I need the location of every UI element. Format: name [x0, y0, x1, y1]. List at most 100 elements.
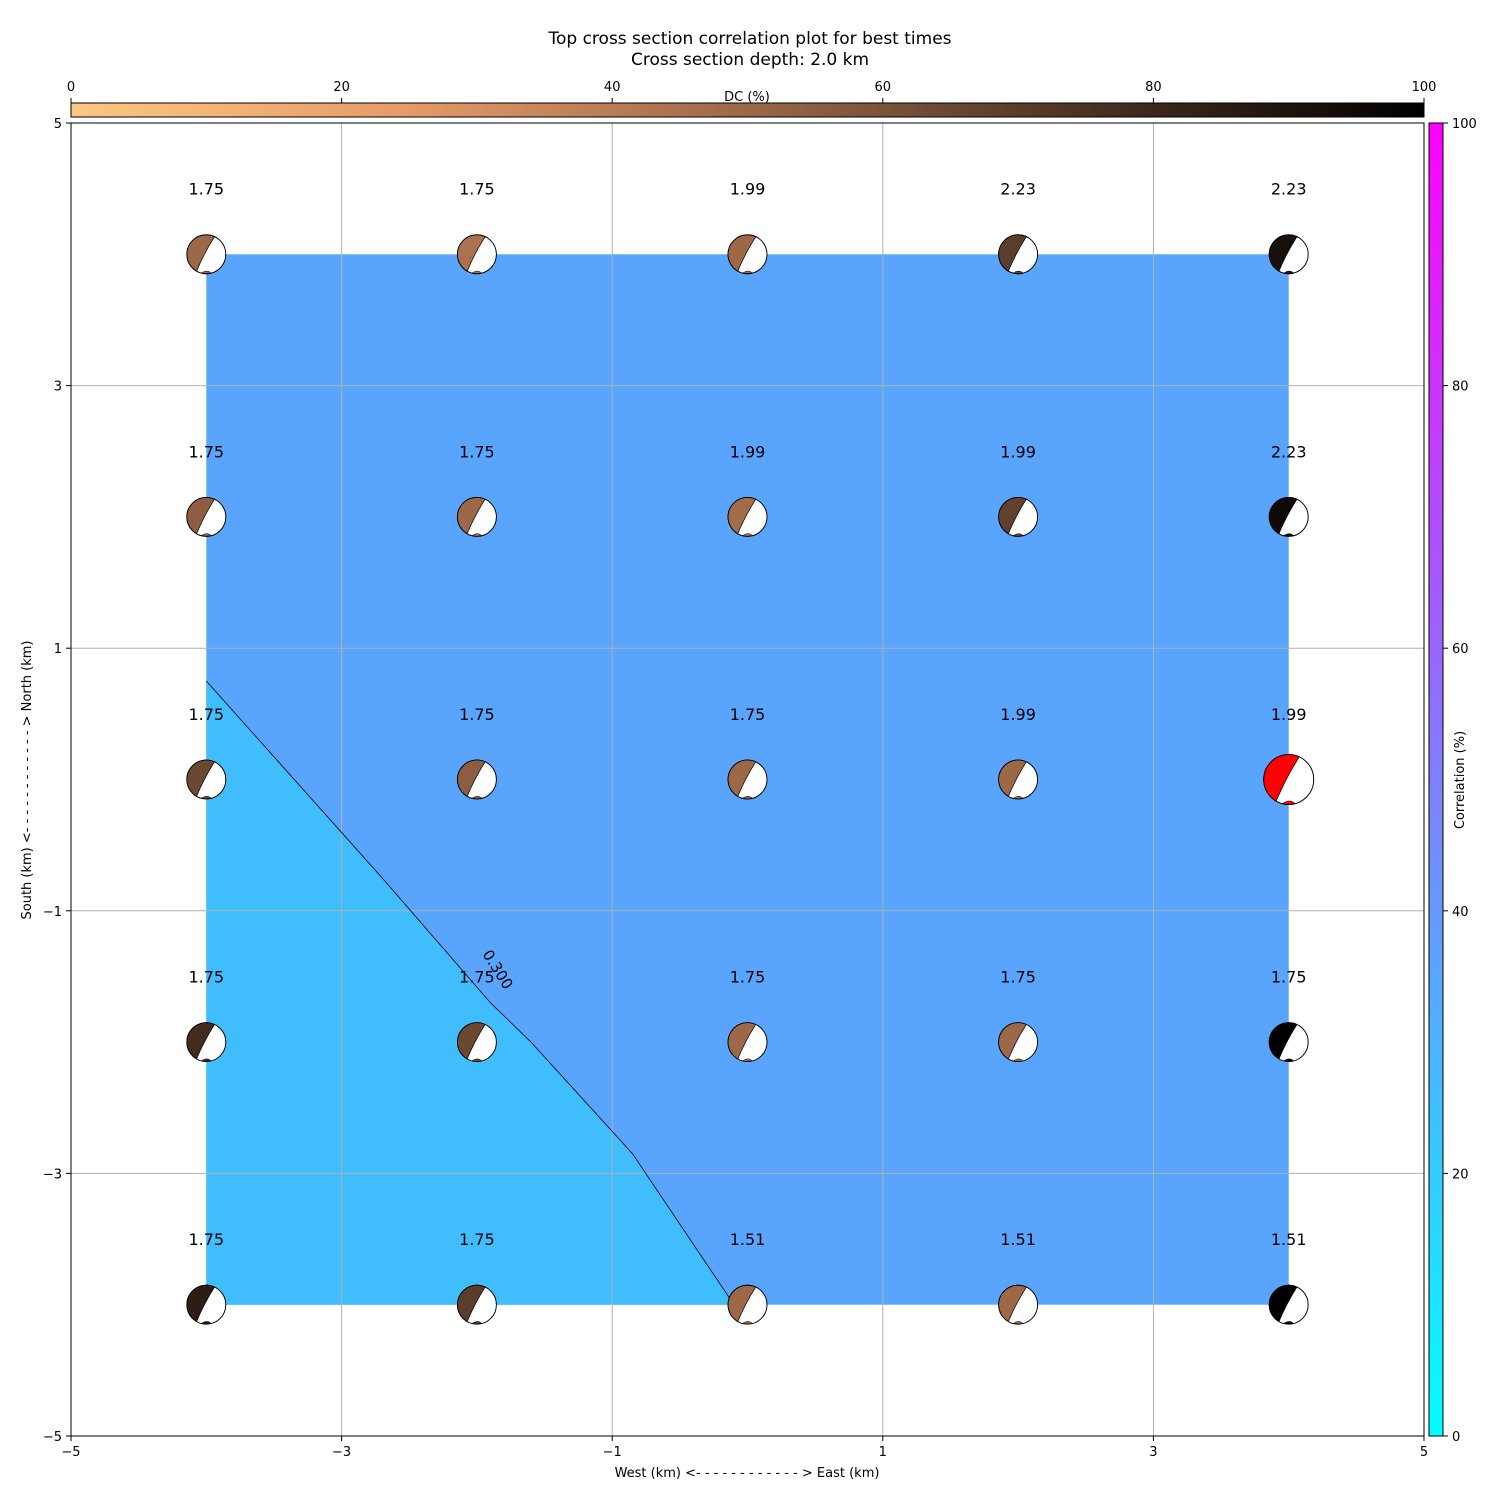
time-label: 2.23	[1271, 442, 1307, 461]
time-label: 1.75	[188, 180, 224, 199]
mechanism	[727, 759, 768, 800]
beachball-outline	[456, 497, 497, 537]
mechanism	[456, 759, 497, 800]
time-label: 2.23	[1000, 180, 1036, 199]
y-axis-ticks: −5 −3 −1 1 3 5	[43, 117, 71, 1445]
y-tick-label: −5	[43, 1430, 62, 1445]
time-label: 1.99	[730, 442, 766, 461]
correlation-colorbar-label: Correlation (%)	[1453, 731, 1468, 829]
beachball-outline	[727, 1022, 768, 1062]
time-label: 1.75	[188, 967, 224, 986]
beachball-outline	[1268, 1022, 1309, 1062]
beachball-outline	[456, 1022, 497, 1062]
mechanism	[1268, 1022, 1309, 1062]
time-label: 1.51	[1271, 1230, 1307, 1249]
beachball-outline	[998, 759, 1038, 800]
mechanism	[727, 1022, 768, 1062]
y-tick-label: −1	[43, 905, 62, 920]
beachball-outline	[186, 759, 227, 800]
beachball-outline	[1268, 1284, 1309, 1325]
time-label: 1.75	[730, 705, 766, 724]
dc-colorbar-label: DC (%)	[724, 90, 770, 105]
time-label: 1.75	[1000, 967, 1036, 986]
correlation-colorbar-gradient	[1428, 122, 1444, 1437]
plot-area: 0.300 1.75 1.75 1.99 2.23 2.231.75 1.75 1.99 1.…	[70, 122, 1425, 1437]
time-label: 2.23	[1271, 180, 1307, 199]
time-label: 1.99	[1271, 705, 1307, 724]
beachball-outline	[186, 1284, 227, 1325]
mechanism	[998, 497, 1038, 537]
x-tick-label: 5	[1420, 1445, 1428, 1460]
plot-frame	[70, 122, 1425, 1437]
chart-subtitle: Cross section depth: 2.0 km	[631, 50, 869, 70]
mechanism	[1268, 234, 1309, 275]
beachball-outline	[1268, 234, 1309, 275]
beachball-outline	[727, 1284, 768, 1325]
dc-tick-label: 100	[1412, 80, 1437, 95]
mechanism	[186, 759, 227, 800]
x-tick-label: −1	[603, 1445, 622, 1460]
time-label: 1.51	[1000, 1230, 1036, 1249]
time-label: 1.75	[459, 967, 495, 986]
mechanism	[456, 1022, 497, 1062]
dc-colorbar-gradient	[70, 102, 1425, 118]
correlation-tick-label: 100	[1452, 117, 1477, 132]
beachball-outline	[727, 234, 768, 275]
mechanism	[456, 234, 497, 275]
mechanism	[998, 1022, 1038, 1062]
mechanism	[1268, 1284, 1309, 1325]
dc-tick-label: 0	[67, 80, 75, 95]
mechanism	[186, 497, 227, 537]
mechanism	[456, 1284, 497, 1325]
mechanism	[727, 234, 768, 275]
beachball-outline	[998, 1022, 1038, 1062]
mechanism	[1268, 497, 1309, 537]
beachball-outline	[186, 497, 227, 537]
beachball-outline	[1268, 497, 1309, 537]
y-tick-label: 3	[54, 380, 62, 395]
x-axis-ticks: −5 −3 −1 1 3 5	[61, 1436, 1428, 1460]
correlation-tick-label: 20	[1452, 1167, 1469, 1182]
time-label: 1.75	[188, 442, 224, 461]
beachball-outline	[727, 497, 768, 537]
correlation-tick-label: 60	[1452, 642, 1469, 657]
dc-tick-label: 80	[1145, 80, 1162, 95]
mechanism	[186, 234, 227, 275]
mechanism	[998, 759, 1038, 800]
time-label: 1.99	[1000, 442, 1036, 461]
time-label: 1.75	[730, 967, 766, 986]
time-label: 1.75	[459, 180, 495, 199]
beachball-outline	[1263, 754, 1315, 805]
y-tick-label: 1	[54, 642, 62, 657]
beachball-outline	[998, 1284, 1038, 1325]
beachball-outline	[727, 759, 768, 800]
beachball-outline	[998, 234, 1038, 275]
x-tick-label: 3	[1149, 1445, 1157, 1460]
mechanism-layer: 1.75 1.75 1.99 2.23 2.23 1.75 1.75 1.99 1.99 2.23…	[186, 180, 1315, 1325]
mechanism	[727, 1284, 768, 1325]
mechanism	[186, 1022, 227, 1062]
mechanism	[998, 1284, 1038, 1325]
dc-colorbar: 0 20 40 60 80 100 DC (%)	[67, 80, 1437, 118]
dc-tick-label: 60	[875, 80, 892, 95]
chart-title: Top cross section correlation plot for b…	[547, 29, 951, 49]
x-tick-label: −3	[332, 1445, 351, 1460]
time-label: 1.75	[459, 442, 495, 461]
correlation-colorbar-ticks: 0 20 40 60 80 100	[1443, 117, 1477, 1445]
correlation-tick-label: 40	[1452, 905, 1469, 920]
contour-line	[206, 680, 735, 1305]
low-correlation-region	[206, 681, 734, 1305]
time-label: 1.75	[459, 1230, 495, 1249]
x-tick-label: 1	[879, 1445, 887, 1460]
beachball-outline	[456, 1284, 497, 1325]
time-label: 1.75	[188, 705, 224, 724]
grid	[71, 123, 1424, 1436]
y-tick-label: −3	[43, 1167, 62, 1182]
time-label: 1.51	[730, 1230, 766, 1249]
correlation-tick-label: 80	[1452, 380, 1469, 395]
mechanism	[186, 1284, 227, 1325]
beachball-outline	[456, 234, 497, 275]
correlation-colorbar: 0 20 40 60 80 100 Correlation (%)	[1428, 117, 1477, 1445]
time-label: 1.99	[730, 180, 766, 199]
